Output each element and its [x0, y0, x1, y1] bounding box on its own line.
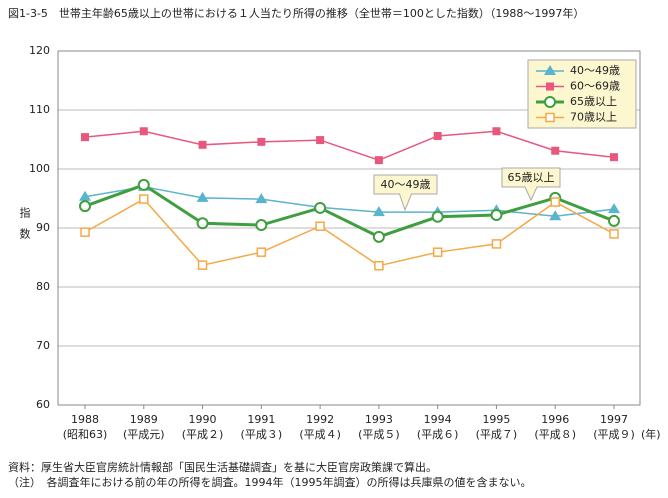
series-line — [84, 183, 615, 239]
marker — [196, 217, 209, 230]
marker — [198, 140, 207, 149]
y-tick-label: 70 — [36, 339, 50, 352]
marker — [197, 260, 208, 270]
marker — [608, 214, 620, 227]
chart-title: 図1-3-5 世帯主年齢65歳以上の世帯における１人当たり所得の推移（全世帯＝1… — [8, 6, 584, 20]
marker — [491, 239, 502, 249]
marker — [431, 210, 444, 223]
marker — [196, 191, 209, 202]
x-tick-label: 1988 — [71, 413, 99, 426]
x-tick-sublabel: (平成４) — [299, 428, 341, 441]
x-tick-sublabel: (平成９) — [593, 428, 635, 441]
marker — [316, 136, 325, 145]
x-tick-label: 1991 — [247, 413, 275, 426]
y-tick-label: 60 — [36, 398, 50, 411]
marker — [372, 206, 385, 217]
marker — [79, 190, 91, 201]
y-tick-label: 90 — [36, 221, 50, 234]
series-line — [84, 198, 615, 267]
x-tick-sublabel: (平成７) — [476, 428, 518, 441]
y-tick-label: 120 — [29, 44, 50, 57]
series-line — [84, 185, 615, 217]
annotation: 65歳以上 — [508, 171, 555, 184]
note: （注） 各調査年における前の年の所得を調査。1994年（1995年調査）の所得は… — [8, 475, 532, 489]
y-tick-label: 110 — [29, 103, 50, 116]
x-tick-sublabel: (平成元) — [123, 428, 165, 441]
marker — [432, 247, 443, 257]
marker — [544, 65, 556, 75]
marker — [255, 219, 268, 232]
marker — [374, 261, 384, 271]
legend-label: 40～49歳 — [570, 64, 620, 77]
marker — [549, 210, 562, 221]
x-tick-sublabel: (平成３) — [241, 428, 283, 441]
marker — [610, 153, 618, 162]
marker — [546, 82, 554, 91]
marker — [492, 127, 501, 136]
series-line — [84, 130, 615, 161]
marker — [433, 131, 442, 140]
marker — [137, 178, 150, 191]
marker — [315, 221, 325, 231]
marker — [314, 201, 327, 214]
marker — [551, 146, 560, 155]
marker — [374, 156, 383, 165]
y-axis-label: 指数 — [18, 206, 31, 249]
marker — [490, 209, 503, 222]
x-tick-label: 1990 — [189, 413, 217, 426]
marker — [545, 112, 555, 123]
callout-box — [501, 167, 561, 202]
x-tick-sublabel: (平成６) — [417, 428, 459, 441]
x-tick-sublabel: (平成５) — [358, 428, 400, 441]
x-tick-label: 1997 — [600, 413, 628, 426]
marker — [79, 200, 91, 213]
source-note: 資料：厚生省大臣官房統計情報部「国民生活基礎調査」を基に大臣官房政策課で算出。 — [8, 460, 437, 474]
marker — [544, 96, 556, 108]
x-tick-sublabel: (平成２) — [182, 428, 224, 441]
x-tick-label: 1992 — [306, 413, 334, 426]
marker — [256, 247, 267, 257]
marker — [608, 203, 620, 214]
x-tick-label: 1989 — [130, 413, 158, 426]
x-tick-label: 1994 — [424, 413, 452, 426]
x-tick-label: 1996 — [541, 413, 569, 426]
marker — [80, 227, 90, 237]
x-tick-sublabel: (平成８) — [534, 428, 576, 441]
marker — [255, 193, 268, 204]
marker — [550, 197, 560, 207]
marker — [609, 229, 619, 239]
plot-frame — [57, 50, 641, 406]
x-tick-label: 1993 — [365, 413, 393, 426]
legend-label: 65歳以上 — [570, 95, 617, 108]
marker — [81, 133, 89, 142]
callout-box — [373, 174, 438, 212]
annotation: 40～49歳 — [381, 178, 431, 191]
marker — [139, 127, 148, 136]
legend-label: 60～69歳 — [570, 80, 620, 93]
marker — [257, 137, 266, 146]
x-tick-label: 1995 — [482, 413, 510, 426]
marker — [139, 194, 149, 204]
y-tick-label: 100 — [29, 162, 50, 175]
x-tick-sublabel: (昭和63) — [63, 428, 108, 441]
y-tick-label: 80 — [36, 280, 50, 293]
legend-label: 70歳以上 — [570, 111, 617, 124]
x-unit: (年) — [641, 427, 661, 441]
marker — [372, 230, 385, 243]
